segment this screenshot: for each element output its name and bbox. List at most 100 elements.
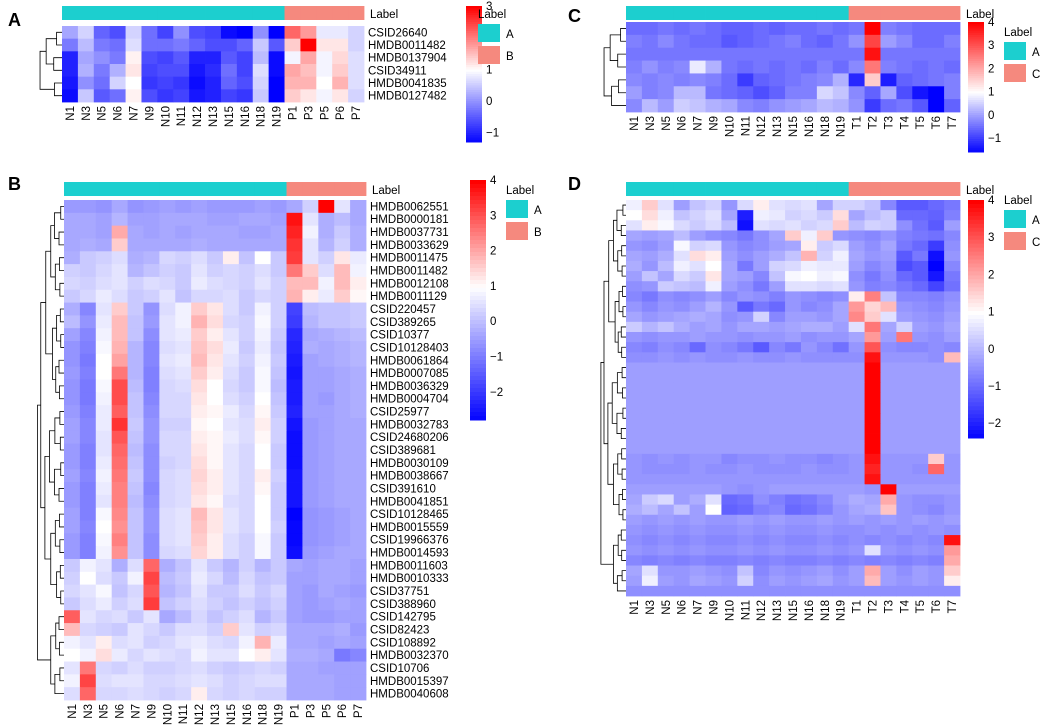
dendrogram-branch [59, 513, 64, 528]
heatmap-cell [222, 225, 240, 239]
column-label: N9 [708, 116, 720, 131]
heatmap-cell [785, 494, 802, 506]
annotation-cell [236, 6, 254, 20]
color-scale-step [466, 37, 482, 41]
heatmap-cell [705, 504, 722, 516]
heatmap-cell [928, 99, 945, 113]
heatmap-cell [348, 26, 365, 40]
heatmap-cell [944, 22, 961, 36]
color-scale-step [968, 104, 984, 107]
color-scale-step [968, 275, 984, 280]
heatmap-cell [721, 99, 738, 113]
heatmap-cell [626, 86, 643, 100]
heatmap-cell [350, 546, 367, 560]
heatmap-cell [800, 464, 818, 475]
heatmap-cell [721, 372, 738, 384]
dendrogram-branch [622, 407, 626, 419]
heatmap-cell [880, 474, 897, 485]
heatmap-cell [673, 372, 691, 384]
heatmap-cell [62, 51, 79, 65]
heatmap-cell [334, 623, 351, 637]
heatmap-cell [64, 558, 81, 573]
heatmap-cell [127, 533, 144, 547]
heatmap-cell [111, 469, 128, 483]
heatmap-cell [95, 482, 113, 496]
heatmap-cell [800, 535, 818, 546]
heatmap-cell [222, 494, 240, 509]
heatmap-cell [848, 260, 865, 272]
color-scale-step [466, 44, 482, 48]
heatmap-cell [832, 311, 850, 323]
heatmap-cell [689, 535, 706, 546]
heatmap-cell [286, 623, 303, 637]
heatmap-cell [880, 565, 897, 577]
heatmap-cell [302, 328, 319, 342]
heatmap-cell [626, 240, 643, 252]
panel-a: A LabelCSID26640HMDB0011482HMDB0137904CSI… [8, 1, 514, 143]
heatmap-cell [657, 382, 675, 394]
heatmap-cell [159, 520, 176, 534]
heatmap-cell [191, 443, 208, 457]
heatmap-cell [800, 230, 818, 242]
heatmap-cell [191, 379, 208, 393]
heatmap-cell [896, 311, 913, 323]
heatmap-cell [705, 524, 722, 536]
column-label: N12 [756, 600, 768, 621]
heatmap-cell [159, 212, 176, 227]
heatmap-cell [268, 51, 285, 65]
heatmap-cell [318, 443, 335, 457]
heatmap-cell [912, 34, 929, 49]
heatmap-cell [785, 575, 802, 587]
heatmap-cell [689, 220, 706, 231]
heatmap-cell [657, 60, 675, 74]
column-label: N11 [740, 600, 752, 620]
heatmap-cell [318, 520, 335, 534]
heatmap-cell [318, 571, 335, 586]
heatmap-cell [175, 392, 192, 406]
legend-swatch [1004, 64, 1026, 82]
color-scale-step [470, 280, 486, 285]
heatmap-cell [864, 433, 881, 445]
heatmap-cell [785, 230, 802, 242]
heatmap-cell [334, 584, 351, 598]
dendrogram-branch [37, 404, 51, 661]
heatmap-cell [207, 379, 224, 393]
heatmap-cell [721, 484, 738, 495]
row-label: CSID142795 [370, 612, 436, 624]
heatmap-cell [800, 403, 818, 414]
heatmap-cell [175, 315, 192, 329]
heatmap-cell [302, 623, 319, 637]
color-scale-step [968, 346, 984, 352]
heatmap-cell [64, 507, 81, 521]
heatmap-cell [864, 281, 881, 292]
heatmap-cell [111, 328, 128, 342]
column-label: N1 [629, 116, 641, 131]
heatmap-cell [191, 276, 208, 291]
heatmap-cell [657, 575, 675, 587]
heatmap-cell [626, 47, 643, 61]
heatmap-cell [912, 403, 929, 414]
heatmap-cell [175, 417, 192, 432]
heatmap-cell [350, 558, 367, 573]
heatmap-cell [141, 64, 158, 78]
heatmap-cell [944, 332, 961, 343]
heatmap-cell [254, 328, 272, 342]
heatmap-cell [721, 352, 738, 363]
heatmap-cell [286, 520, 303, 534]
annotation-cell [111, 182, 128, 196]
annotation-cell [864, 182, 881, 196]
heatmap-cell [864, 514, 881, 526]
heatmap-cell [159, 238, 176, 252]
heatmap-cell [753, 250, 770, 262]
heatmap-cell [302, 635, 319, 650]
color-scale-step [470, 324, 486, 329]
row-label: HMDB0000181 [370, 214, 449, 226]
heatmap-cell [673, 60, 691, 74]
heatmap-cell [912, 565, 929, 577]
heatmap-cell [254, 302, 272, 316]
heatmap-cell [785, 34, 802, 49]
color-scale-step [968, 95, 984, 99]
heatmap-cell [928, 474, 945, 485]
dendrogram-branch [50, 532, 57, 586]
heatmap-cell [254, 661, 272, 675]
